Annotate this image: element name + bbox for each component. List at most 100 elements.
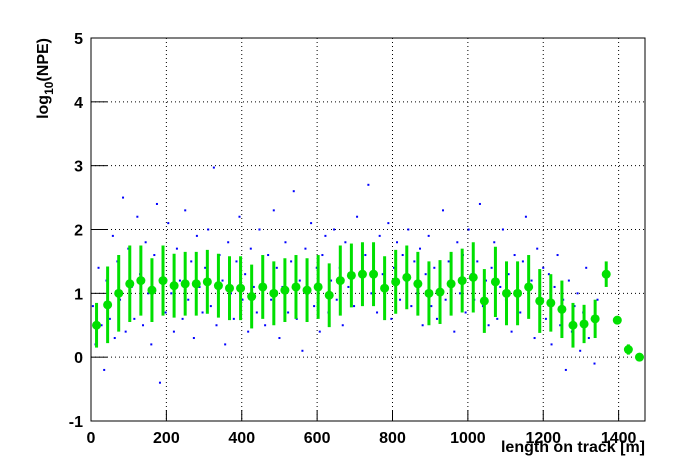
- scatter-point: [399, 298, 402, 301]
- profile-point: [612, 315, 622, 325]
- scatter-point: [238, 215, 241, 218]
- scatter-point: [356, 215, 359, 218]
- scatter-point: [91, 305, 94, 308]
- scatter-point: [484, 279, 487, 282]
- y-tick-label: 0: [74, 350, 83, 367]
- scatter-point: [144, 241, 147, 244]
- y-axis-title-subscript: 10: [42, 81, 56, 95]
- scatter-point: [258, 228, 261, 231]
- scatter-point: [573, 305, 576, 308]
- scatter-point: [175, 247, 178, 250]
- scatter-point: [111, 234, 114, 237]
- scatter-point: [419, 247, 422, 250]
- profile-point: [601, 269, 611, 279]
- plot-frame: [90, 37, 646, 422]
- profile-point: [136, 276, 146, 286]
- scatter-point: [108, 317, 111, 320]
- scatter-point: [244, 273, 247, 276]
- scatter-point: [330, 279, 333, 282]
- scatter-point: [209, 305, 212, 308]
- scatter-point: [353, 305, 356, 308]
- scatter-point: [341, 324, 344, 327]
- scatter-point: [370, 292, 373, 295]
- profile-point: [147, 285, 157, 295]
- scatter-point: [564, 368, 567, 371]
- profile-point: [191, 279, 201, 289]
- scatter-point: [456, 241, 459, 244]
- scatter-point: [172, 330, 175, 333]
- scatter-point: [467, 228, 470, 231]
- profile-point: [524, 282, 534, 292]
- profile-point: [424, 288, 434, 298]
- scatter-point: [421, 324, 424, 327]
- scatter-point: [390, 317, 393, 320]
- profile-point: [92, 320, 102, 330]
- x-axis-title: length on track [m]: [501, 439, 645, 456]
- scatter-point: [184, 209, 187, 212]
- scatter-point: [587, 337, 590, 340]
- scatter-point: [267, 254, 270, 257]
- scatter-point: [396, 241, 399, 244]
- scatter-point: [227, 241, 230, 244]
- scatter-point: [292, 190, 295, 193]
- scatter-point: [321, 254, 324, 257]
- scatter-point: [458, 292, 461, 295]
- scatter-point: [136, 215, 139, 218]
- y-tick-label: 2: [74, 223, 83, 240]
- scatter-point: [550, 343, 553, 346]
- scatter-point: [304, 247, 307, 250]
- scatter-point: [153, 254, 156, 257]
- scatter-point: [364, 254, 367, 257]
- scatter-point: [427, 234, 430, 237]
- scatter-point: [478, 202, 481, 205]
- scatter-point: [579, 349, 582, 352]
- scatter-point: [519, 311, 522, 314]
- scatter-point: [559, 324, 562, 327]
- scatter-point: [221, 279, 224, 282]
- profile-point: [446, 279, 456, 289]
- scatter-point: [247, 330, 250, 333]
- scatter-point: [195, 234, 198, 237]
- scatter-point: [413, 260, 416, 263]
- scatter-point: [335, 298, 338, 301]
- profile-point: [369, 269, 379, 279]
- scatter-point: [290, 260, 293, 263]
- scatter-point: [198, 285, 201, 288]
- scatter-point: [298, 279, 301, 282]
- y-tick-label: 5: [74, 31, 83, 48]
- scatter-point: [464, 311, 467, 314]
- scatter-point: [192, 337, 195, 340]
- profile-point: [535, 296, 545, 306]
- x-tick-label: 0: [87, 430, 96, 447]
- scatter-point: [97, 266, 100, 269]
- profile-point: [236, 283, 246, 293]
- profile-point: [324, 290, 334, 300]
- scatter-point: [444, 298, 447, 301]
- scatter-point: [178, 279, 181, 282]
- profile-point: [213, 281, 223, 291]
- scatter-point: [224, 343, 227, 346]
- profile-point: [291, 282, 301, 292]
- scatter-point: [241, 298, 244, 301]
- profile-point: [557, 304, 567, 314]
- scatter-point: [270, 298, 273, 301]
- profile-point: [158, 276, 168, 286]
- scatter-point: [164, 311, 167, 314]
- scatter-point: [333, 228, 336, 231]
- scatter-point: [252, 285, 255, 288]
- scatter-point: [133, 317, 136, 320]
- scatter-point: [207, 228, 210, 231]
- scatter-point: [447, 260, 450, 263]
- scatter-point: [596, 298, 599, 301]
- profile-point: [302, 285, 312, 295]
- scatter-point: [367, 183, 370, 186]
- scatter-point: [376, 311, 379, 314]
- scatter-point: [387, 222, 390, 225]
- scatter-point: [155, 202, 158, 205]
- profile-point: [202, 277, 212, 287]
- scatter-point: [212, 166, 215, 169]
- scatter-point: [530, 279, 533, 282]
- y-tick-label: 1: [74, 286, 83, 303]
